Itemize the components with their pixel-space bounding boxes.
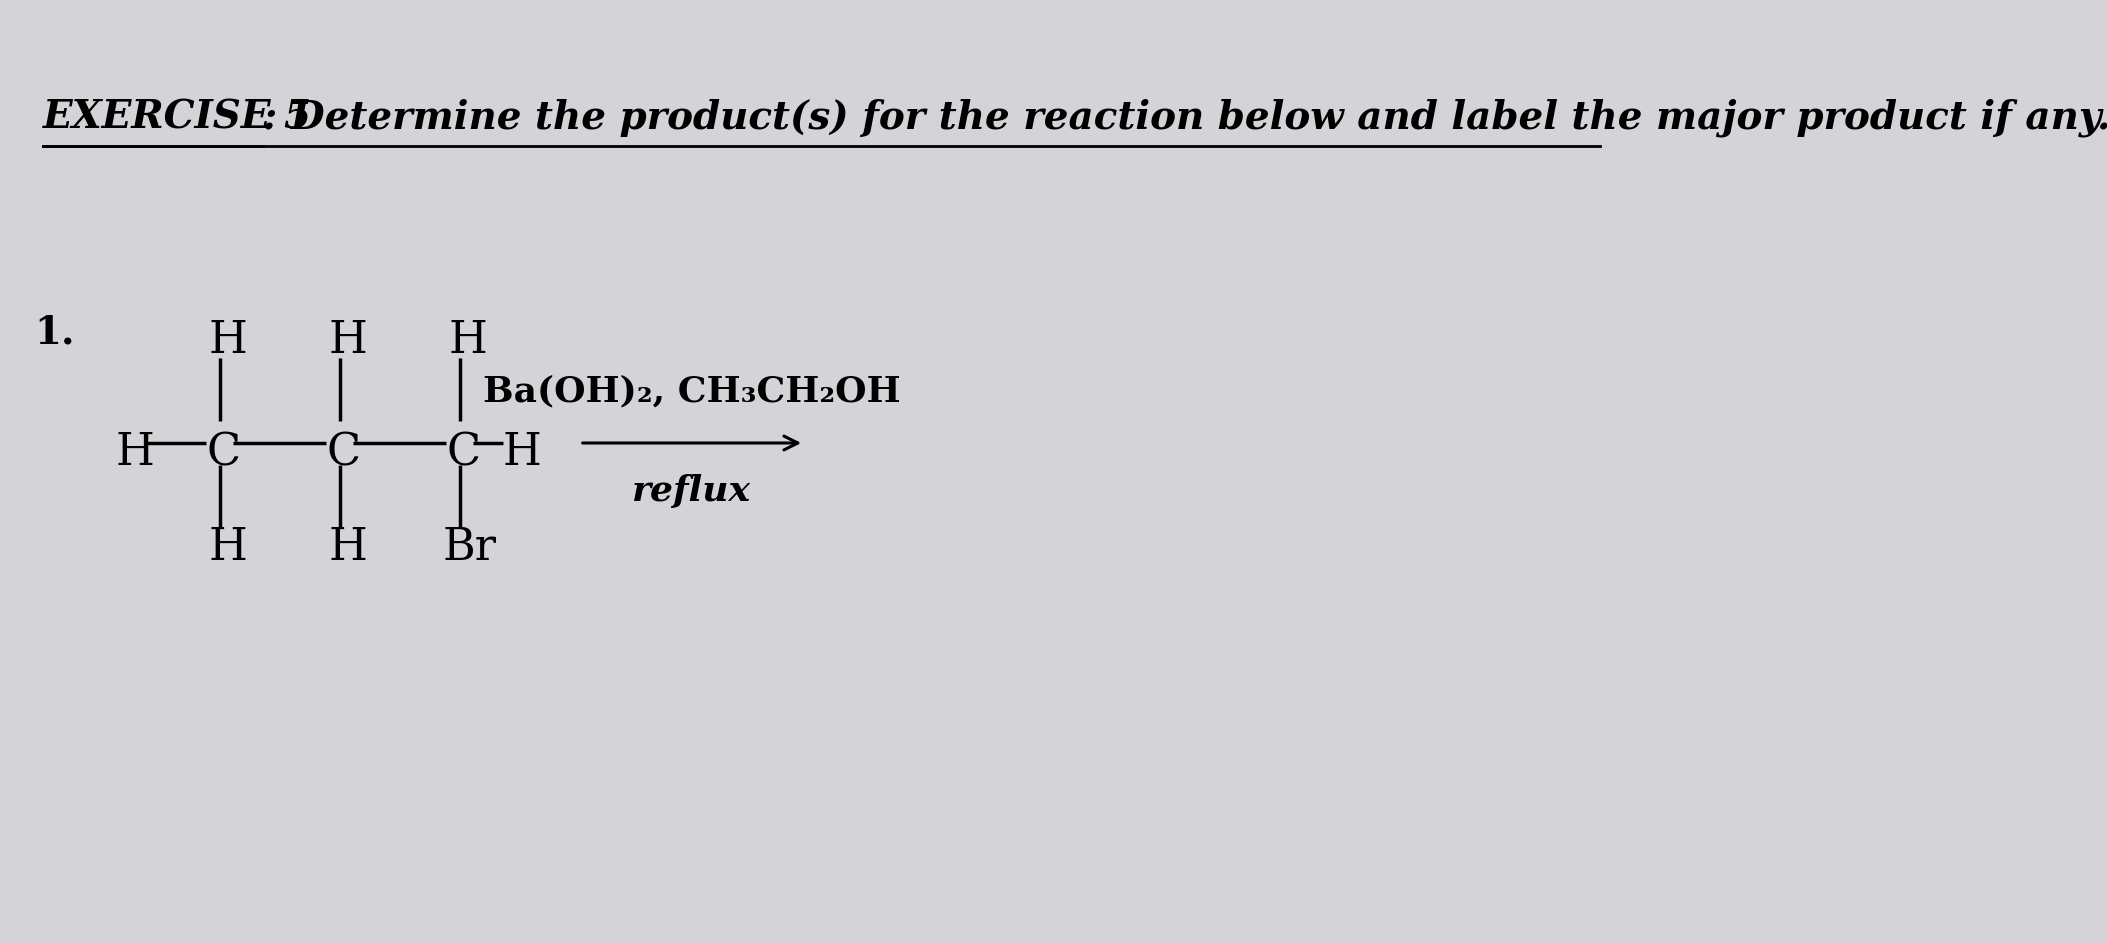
Text: H: H (209, 526, 249, 569)
Text: H: H (449, 319, 487, 362)
Text: H: H (209, 319, 249, 362)
Text: Br: Br (442, 526, 497, 569)
Text: : Determine the product(s) for the reaction below and label the major product if: : Determine the product(s) for the react… (263, 98, 2107, 137)
Text: C: C (327, 431, 360, 474)
Text: H: H (329, 319, 367, 362)
Text: EXERCISE 5: EXERCISE 5 (42, 98, 312, 136)
Text: 1.: 1. (36, 313, 76, 351)
Text: H: H (501, 431, 541, 474)
Text: reflux: reflux (632, 474, 752, 508)
Text: C: C (447, 431, 480, 474)
Text: Ba(OH)₂, CH₃CH₂OH: Ba(OH)₂, CH₃CH₂OH (483, 374, 900, 408)
Text: H: H (329, 526, 367, 569)
Text: C: C (206, 431, 240, 474)
Text: H: H (116, 431, 154, 474)
